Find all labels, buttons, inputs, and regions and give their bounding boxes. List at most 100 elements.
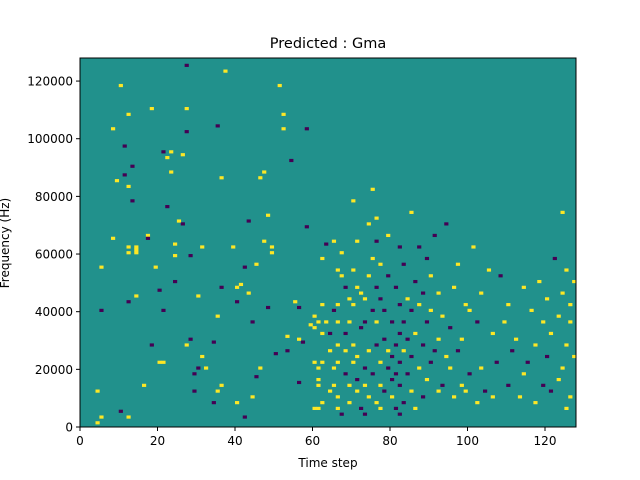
heatmap-cell: [397, 383, 402, 387]
heatmap-cell: [95, 389, 100, 393]
heatmap-cell: [242, 265, 247, 269]
heatmap-cell: [397, 245, 402, 249]
heatmap-cell: [448, 366, 453, 370]
heatmap-cell: [95, 421, 100, 425]
heatmap-cell: [142, 383, 147, 387]
heatmap-cell: [312, 314, 317, 318]
heatmap-cell: [347, 320, 352, 324]
plot-frame: [79, 57, 577, 428]
heatmap-cell: [266, 305, 271, 310]
heatmap-cell: [215, 389, 220, 393]
heatmap-cell: [169, 170, 174, 174]
heatmap-cell: [424, 256, 430, 261]
y-tick-label: 20000: [35, 363, 73, 377]
heatmap-cell: [335, 320, 340, 324]
heatmap-cell: [421, 343, 426, 347]
x-tick-label: 0: [76, 434, 84, 448]
heatmap-cell: [428, 360, 433, 364]
heatmap-cell: [331, 383, 337, 387]
heatmap-cell: [362, 297, 368, 301]
heatmap-cell: [196, 294, 201, 298]
heatmap-cell: [436, 389, 441, 393]
x-tick-label: 120: [534, 434, 557, 448]
heatmap-cell: [374, 343, 379, 347]
y-axis-label: Frequency (Hz): [0, 198, 12, 289]
heatmap-cell: [316, 377, 321, 382]
heatmap-cell: [157, 288, 162, 292]
heatmap-cell: [238, 282, 244, 287]
heatmap-cell: [316, 366, 321, 370]
heatmap-cell: [118, 409, 123, 413]
heatmap-cell: [529, 308, 534, 312]
heatmap-cell: [382, 308, 387, 312]
heatmap-cell: [99, 265, 104, 269]
heatmap-cell: [126, 184, 131, 189]
y-tick-label: 80000: [35, 190, 73, 204]
heatmap-cell: [343, 372, 348, 376]
heatmap-cell: [242, 415, 247, 419]
heatmap-cell: [494, 360, 499, 364]
heatmap-cell: [517, 395, 523, 399]
heatmap-cell: [370, 372, 375, 376]
heatmap-cell: [235, 300, 240, 304]
heatmap-cell: [355, 285, 360, 289]
heatmap-cell: [273, 352, 278, 356]
heatmap-cell: [335, 406, 340, 410]
heatmap-cell: [455, 262, 461, 266]
heatmap-cell: [200, 245, 205, 249]
heatmap-cell: [401, 401, 406, 405]
heatmap-cell: [281, 112, 286, 116]
heatmap-cell: [335, 268, 340, 272]
heatmap-cell: [572, 354, 577, 359]
heatmap-cell: [390, 377, 395, 382]
heatmap-cell: [331, 308, 337, 312]
heatmap-cell: [161, 150, 166, 154]
heatmap-cell: [304, 127, 309, 131]
heatmap-cell: [362, 320, 368, 324]
heatmap-cell: [99, 415, 104, 419]
heatmap-cell: [173, 279, 178, 284]
heatmap-cell: [359, 326, 364, 330]
heatmap-cell: [397, 360, 402, 364]
heatmap-cell: [386, 366, 391, 370]
heatmap-cell: [134, 294, 139, 298]
heatmap-cell: [417, 303, 422, 307]
x-axis-label: Time step: [297, 456, 357, 470]
heatmap-cell: [568, 303, 573, 307]
heatmap-cell: [196, 366, 201, 370]
heatmap-cell: [370, 308, 375, 312]
heatmap-cell: [374, 320, 379, 324]
heatmap-cell: [440, 314, 445, 318]
heatmap-cell: [444, 222, 449, 226]
heatmap-cell: [370, 187, 375, 191]
heatmap-cell: [339, 274, 344, 278]
heatmap-cell: [297, 305, 302, 310]
heatmap-cell: [188, 337, 193, 341]
heatmap-cell: [130, 199, 135, 203]
heatmap-cell: [246, 219, 251, 223]
heatmap-cell: [351, 360, 356, 364]
heatmap-cell: [134, 245, 139, 249]
heatmap-cell: [320, 401, 325, 405]
heatmap-cell: [506, 383, 511, 387]
x-tick-label: 80: [382, 434, 397, 448]
heatmap-cell: [180, 222, 185, 226]
heatmap-cell: [537, 279, 542, 284]
heatmap-cell: [413, 406, 418, 410]
heatmap-cell: [564, 343, 569, 347]
heatmap-cell: [188, 254, 193, 258]
heatmap-cell: [331, 366, 337, 370]
heatmap-cell: [564, 268, 569, 272]
heatmap-cell: [211, 340, 216, 344]
heatmap-cell: [428, 308, 433, 312]
heatmap-cell: [184, 343, 189, 347]
heatmap-cell: [335, 303, 340, 307]
heatmap-cell: [362, 366, 368, 370]
heatmap-cell: [471, 245, 476, 249]
heatmap-cell: [347, 383, 352, 387]
heatmap-cell: [413, 279, 418, 284]
heatmap-cell: [145, 233, 151, 238]
heatmap-cell: [417, 245, 422, 249]
heatmap-cell: [235, 285, 240, 289]
heatmap-cell: [359, 406, 364, 410]
